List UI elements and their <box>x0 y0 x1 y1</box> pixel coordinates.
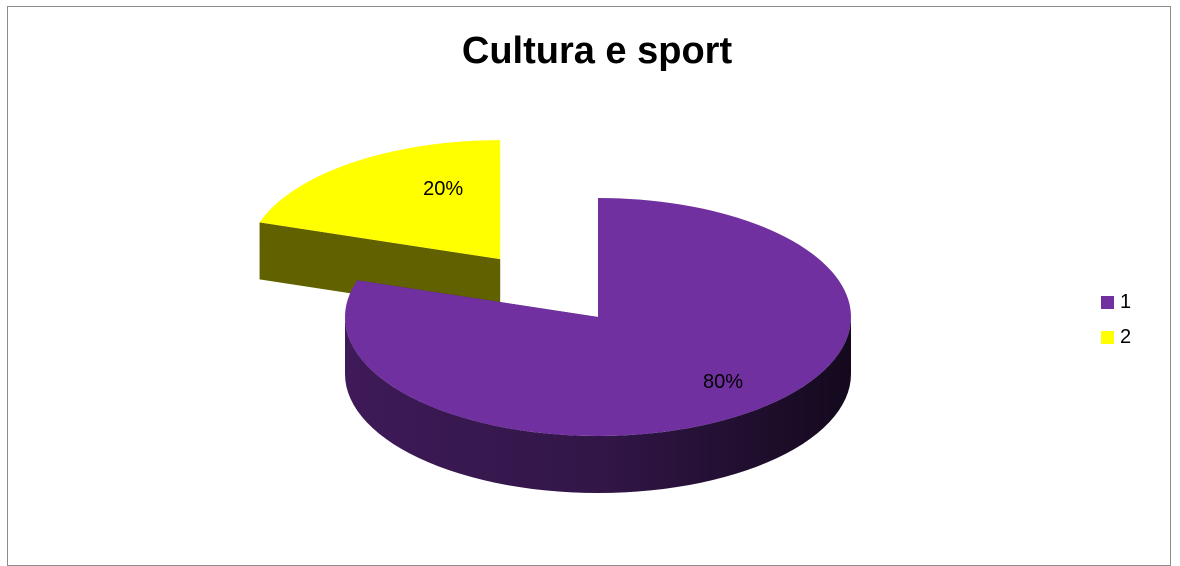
slice-wall <box>259 222 501 317</box>
pie-slice-2: 20% <box>259 140 501 317</box>
legend-swatch-2 <box>1101 330 1114 344</box>
slice-top <box>259 140 501 260</box>
legend-item-2: 2 <box>1101 325 1131 349</box>
data-label-1: 80% <box>703 371 743 393</box>
chart-title: Cultura e sport <box>461 30 733 72</box>
legend-item-1: 1 <box>1101 290 1131 314</box>
pie-slice-1: 80% <box>345 198 851 493</box>
data-label-2: 20% <box>423 178 463 200</box>
legend-swatch-1 <box>1101 295 1114 309</box>
legend-label-2: 2 <box>1120 325 1132 348</box>
legend-label-1: 1 <box>1120 290 1132 313</box>
slice-top <box>345 198 851 436</box>
legend: 1 2 <box>1101 290 1131 360</box>
slice-side <box>345 317 851 493</box>
